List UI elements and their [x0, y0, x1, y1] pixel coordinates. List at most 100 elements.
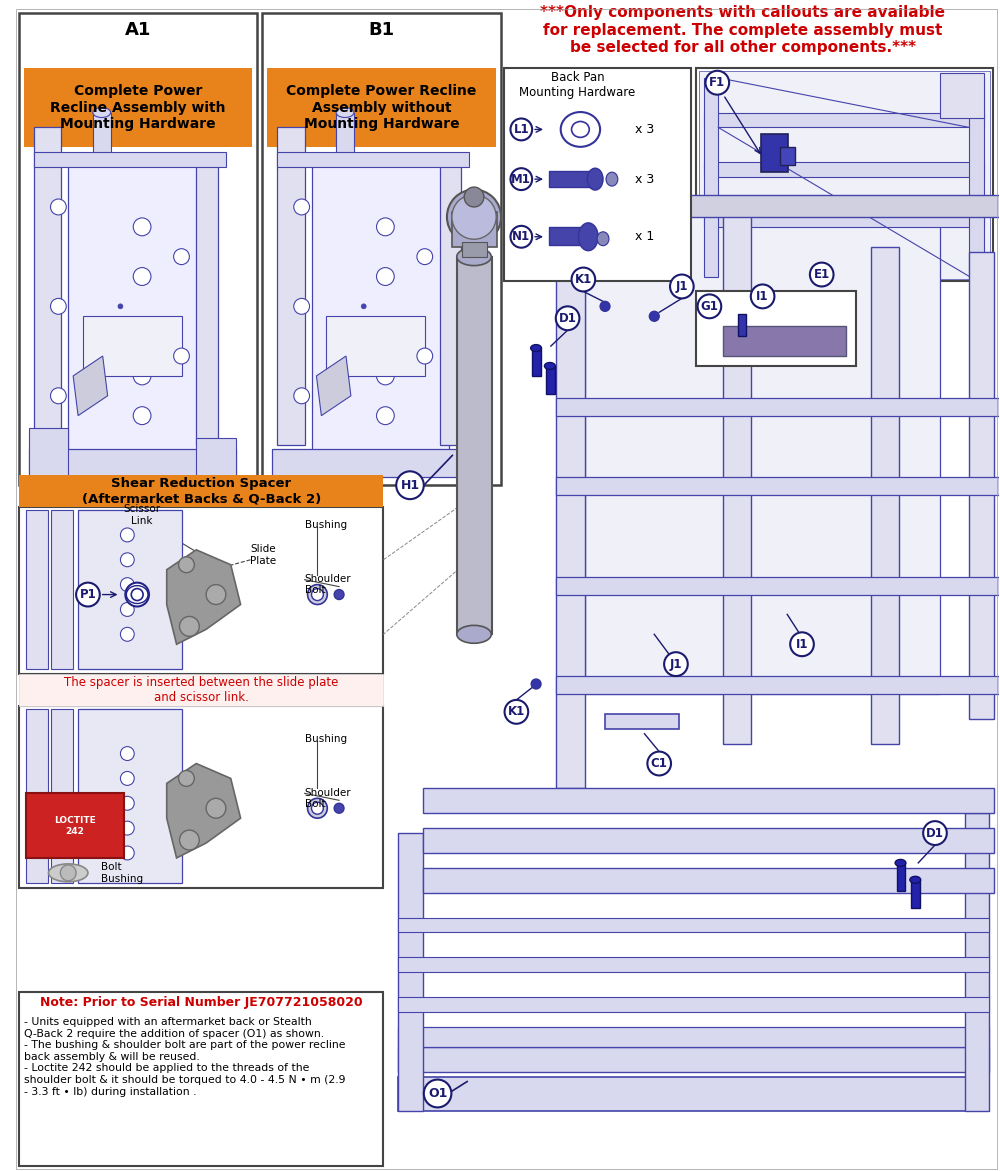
Circle shape — [120, 553, 134, 567]
Bar — [398, 833, 423, 1111]
Bar — [277, 152, 469, 167]
Circle shape — [361, 334, 366, 338]
Circle shape — [664, 652, 688, 676]
Bar — [26, 708, 48, 883]
Circle shape — [505, 700, 528, 724]
Ellipse shape — [578, 222, 598, 251]
Bar — [423, 828, 994, 852]
Text: K1: K1 — [575, 273, 592, 286]
Bar — [761, 135, 788, 172]
Circle shape — [417, 248, 433, 265]
Circle shape — [647, 752, 671, 775]
Circle shape — [294, 388, 310, 404]
Circle shape — [120, 577, 134, 591]
Bar — [19, 674, 383, 706]
Bar — [504, 68, 691, 281]
Bar — [556, 676, 999, 694]
Circle shape — [334, 589, 344, 600]
Bar — [398, 997, 989, 1012]
Circle shape — [790, 632, 814, 656]
Circle shape — [572, 268, 595, 292]
Text: G1: G1 — [700, 300, 718, 313]
Text: LOCTITE
242: LOCTITE 242 — [54, 816, 96, 836]
Circle shape — [377, 218, 394, 235]
Text: Back Pan
Mounting Hardware: Back Pan Mounting Hardware — [519, 70, 636, 98]
Bar — [457, 256, 492, 635]
Ellipse shape — [587, 178, 623, 196]
Circle shape — [179, 556, 194, 573]
Circle shape — [206, 584, 226, 604]
Text: N1: N1 — [512, 231, 530, 244]
Text: L1: L1 — [513, 123, 529, 136]
Bar — [605, 714, 679, 728]
Circle shape — [133, 406, 151, 425]
Bar — [196, 157, 218, 445]
Text: D1: D1 — [559, 311, 577, 324]
Circle shape — [377, 406, 394, 425]
Bar — [93, 112, 111, 157]
Text: F1: F1 — [709, 76, 725, 89]
Bar — [911, 879, 920, 908]
Bar — [277, 128, 305, 445]
Circle shape — [120, 821, 134, 835]
Text: - Units equipped with an aftermarket back or Stealth
Q-Back 2 require the additi: - Units equipped with an aftermarket bac… — [24, 1016, 345, 1096]
Circle shape — [174, 248, 189, 265]
Bar — [267, 68, 496, 148]
Circle shape — [377, 268, 394, 286]
Bar — [29, 450, 236, 478]
Ellipse shape — [447, 190, 501, 245]
Circle shape — [698, 294, 721, 319]
Bar — [532, 348, 541, 376]
Circle shape — [60, 865, 76, 881]
Bar — [19, 475, 383, 507]
Circle shape — [118, 349, 123, 354]
Polygon shape — [167, 550, 241, 644]
Text: H1: H1 — [400, 479, 420, 492]
Text: M1: M1 — [511, 172, 531, 186]
Circle shape — [600, 301, 610, 311]
Bar — [398, 1027, 989, 1047]
Ellipse shape — [452, 194, 496, 239]
Ellipse shape — [308, 799, 327, 819]
Ellipse shape — [336, 108, 354, 117]
Ellipse shape — [910, 876, 921, 883]
Circle shape — [923, 821, 947, 845]
Bar — [78, 511, 182, 669]
Text: I1: I1 — [796, 638, 808, 651]
Text: x 3: x 3 — [635, 123, 654, 136]
Circle shape — [510, 226, 532, 248]
Circle shape — [120, 747, 134, 760]
Circle shape — [556, 307, 579, 330]
Bar — [196, 438, 236, 478]
Bar — [696, 292, 856, 367]
Circle shape — [120, 528, 134, 542]
Bar — [312, 157, 449, 456]
Bar — [696, 68, 993, 281]
Bar — [398, 958, 989, 972]
Text: D1: D1 — [926, 827, 944, 840]
Circle shape — [131, 589, 143, 601]
Bar — [556, 478, 999, 495]
Circle shape — [118, 319, 123, 323]
Circle shape — [424, 1080, 451, 1108]
Bar — [398, 1076, 989, 1111]
Bar — [587, 183, 623, 217]
Bar — [556, 212, 585, 788]
Text: E1: E1 — [814, 268, 830, 281]
Text: J1: J1 — [670, 658, 682, 671]
Circle shape — [361, 303, 366, 309]
Bar — [19, 507, 383, 674]
Bar — [969, 252, 994, 719]
Ellipse shape — [531, 344, 541, 351]
Bar — [34, 128, 61, 445]
Bar — [398, 918, 989, 932]
Text: K1: K1 — [508, 705, 525, 718]
Circle shape — [294, 199, 310, 215]
Bar — [26, 511, 48, 669]
Bar — [738, 314, 746, 336]
Bar — [556, 576, 999, 595]
Bar — [440, 157, 461, 445]
Text: C1: C1 — [651, 756, 668, 771]
Circle shape — [133, 317, 151, 335]
Polygon shape — [167, 763, 241, 858]
